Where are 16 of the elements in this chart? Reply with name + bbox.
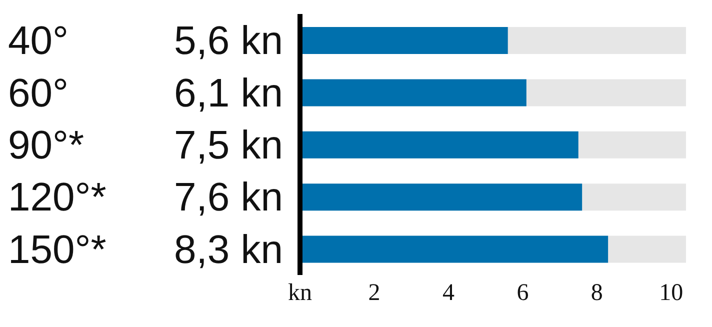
y-tick-label: 40° [8,19,68,64]
data-label: 5,6 kn [174,19,283,64]
y-tick-label: 90°* [8,124,84,168]
data-label: 7,6 kn [174,176,283,220]
x-tick-label: 6 [516,280,529,306]
y-tick-label: 120°* [8,176,106,220]
data-label: 8,3 kn [174,228,283,272]
data-label: 7,5 kn [174,124,283,168]
x-tick-label: 2 [368,280,380,306]
x-tick-label: 10 [659,280,684,306]
x-tick-label: 4 [442,280,454,306]
x-tick-label: 8 [590,280,603,306]
y-tick-label: 150°* [8,228,106,272]
data-label: 6,1 kn [174,71,283,116]
x-tick-label: kn [288,280,312,306]
y-tick-label: 60° [8,71,68,116]
